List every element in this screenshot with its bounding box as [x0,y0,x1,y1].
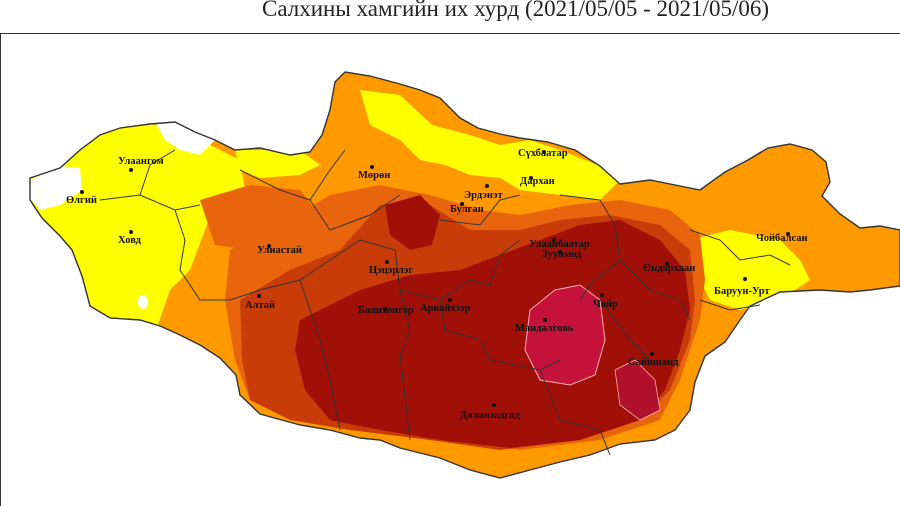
city-uliastai: Улиастай [257,244,302,256]
svg-text:Эрдэнэт: Эрдэнэт [464,190,504,201]
zone-dark-red [295,220,690,448]
zone-crimson-south [614,359,661,421]
city-dalanzadgad: Даланзадгад [460,403,521,421]
svg-text:Сайншанд: Сайншанд [628,357,679,368]
svg-text:Даланзадгад: Даланзадгад [460,410,521,421]
city-zuunmod: Зуунмод [542,249,582,260]
svg-text:Зуунмод: Зуунмод [542,249,582,260]
city-erdenet: Эрдэнэт [464,184,504,201]
city-ulaangom: Улаангом [118,156,164,172]
city-choir: Чойр [593,293,618,310]
city-darkhan: Дархан [520,176,555,187]
svg-text:Өндөрхаан: Өндөрхаан [643,263,695,274]
svg-text:Улиастай: Улиастай [257,245,302,256]
zone-yellow-north [360,90,620,200]
svg-text:Өлгий: Өлгий [66,195,97,206]
svg-text:Улаангом: Улаангом [118,156,164,167]
svg-text:Баруун-Урт: Баруун-Урт [714,286,770,297]
city-moron: Мөрөн [358,165,390,181]
map-title: Салхины хамгийн их хурд (2021/05/05 - 20… [262,0,769,21]
city-bulgan: Булган [450,202,484,215]
svg-text:Арвайхээр: Арвайхээр [420,303,471,314]
svg-text:Сүхбаатар: Сүхбаатар [518,148,568,159]
svg-text:Булган: Булган [450,204,484,215]
zone-dark-red-north [385,195,440,250]
city-altai: Алтай [245,294,275,311]
svg-text:Ховд: Ховд [118,235,142,246]
svg-text:Мандалговь: Мандалговь [515,323,574,334]
svg-text:Чойбалсан: Чойбалсан [756,233,808,244]
city-ulaanbaatar: Улаанбаатар [529,238,590,250]
city-sukhbaatar: Сүхбаатар [518,148,568,159]
svg-text:Дархан: Дархан [520,176,555,187]
zone-crimson-center [524,284,606,386]
city-mandalgovi: Мандалговь [515,318,574,334]
map-frame [0,33,900,506]
city-arvaikheer: Арвайхээр [420,298,471,314]
city-markers: Улаангом Өлгий Ховд Мөрөн Сүхбаатар Дарх… [66,148,808,421]
city-choibalsan: Чойбалсан [756,232,808,244]
city-khovd: Ховд [118,230,142,246]
svg-text:Алтай: Алтай [245,300,275,311]
city-baruun-urt: Баруун-Урт [714,277,770,297]
zone-orange-west [200,185,320,250]
zone-yellow-east [690,230,810,310]
svg-text:Цэцэрлэг: Цэцэрлэг [369,265,413,276]
white-gaps [30,118,215,309]
aimag-boundaries [29,71,900,479]
svg-text:Мөрөн: Мөрөн [358,170,390,181]
city-sainshand: Сайншанд [628,352,679,368]
svg-text:Баянхонгор: Баянхонгор [358,305,414,316]
svg-text:Чойр: Чойр [593,299,618,310]
city-tsetserleg: Цэцэрлэг [369,260,413,276]
zone-yellow-north-center [235,150,320,178]
svg-text:Улаанбаатар: Улаанбаатар [529,239,590,250]
city-olgii: Өлгий [66,190,97,206]
city-bayankhongor: Баянхонгор [358,305,414,316]
city-undurkhaan: Өндөрхаан [643,262,695,274]
